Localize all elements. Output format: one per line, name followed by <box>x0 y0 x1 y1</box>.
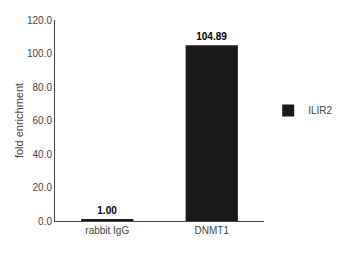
svg-text:104.89: 104.89 <box>196 31 227 42</box>
svg-text:80.0: 80.0 <box>33 82 53 93</box>
svg-text:ILIR2: ILIR2 <box>308 105 332 116</box>
svg-text:40.0: 40.0 <box>33 149 53 160</box>
svg-text:DNMT1: DNMT1 <box>195 225 230 236</box>
svg-text:1.00: 1.00 <box>97 205 117 216</box>
svg-text:60.0: 60.0 <box>33 115 53 126</box>
svg-text:120.0: 120.0 <box>27 15 52 26</box>
svg-text:0.0: 0.0 <box>38 216 52 227</box>
svg-text:100.0: 100.0 <box>27 48 52 59</box>
svg-text:20.0: 20.0 <box>33 182 53 193</box>
svg-text:fold enrichment: fold enrichment <box>13 83 25 158</box>
svg-text:rabbit IgG: rabbit IgG <box>85 225 129 236</box>
